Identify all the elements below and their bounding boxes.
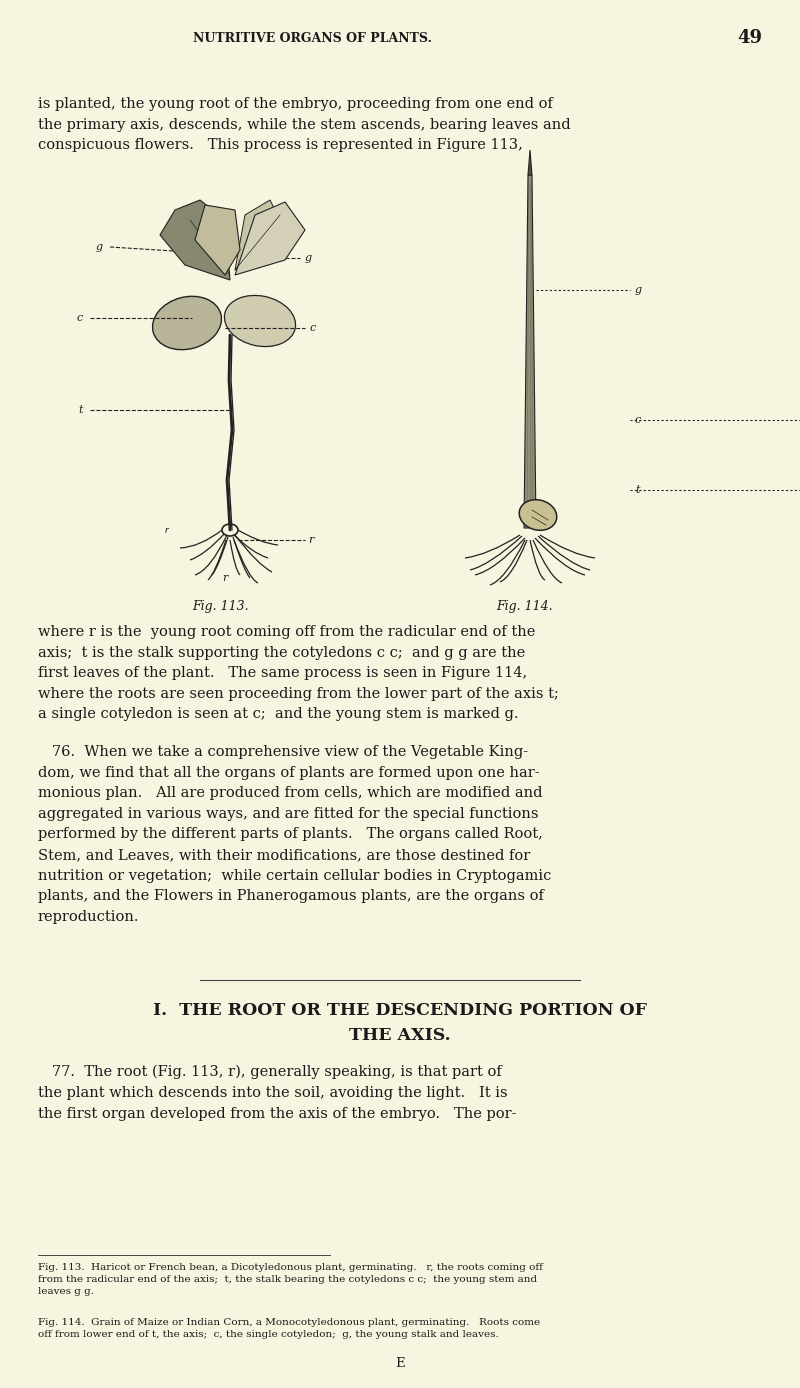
Ellipse shape — [222, 525, 238, 536]
Text: t: t — [635, 484, 639, 496]
Polygon shape — [160, 200, 230, 280]
Text: r: r — [308, 534, 314, 545]
Text: c: c — [635, 415, 642, 425]
Text: 77.  The root (Fig. 113, r), generally speaking, is that part of
the plant which: 77. The root (Fig. 113, r), generally sp… — [38, 1065, 517, 1120]
Text: g: g — [96, 242, 103, 253]
Text: THE AXIS.: THE AXIS. — [349, 1027, 451, 1044]
Text: r: r — [222, 573, 228, 583]
Text: E: E — [395, 1357, 405, 1370]
Ellipse shape — [153, 296, 222, 350]
Text: Fig. 114.: Fig. 114. — [497, 600, 554, 613]
Text: where r is the  young root coming off from the radicular end of the
axis;  t is : where r is the young root coming off fro… — [38, 625, 559, 722]
Polygon shape — [528, 150, 532, 175]
Text: g: g — [305, 253, 312, 262]
Text: Fig. 113.  Haricot or French bean, a Dicotyledonous plant, germinating.   r, the: Fig. 113. Haricot or French bean, a Dico… — [38, 1263, 543, 1296]
Polygon shape — [524, 175, 536, 527]
Text: I.  THE ROOT OR THE DESCENDING PORTION OF: I. THE ROOT OR THE DESCENDING PORTION OF — [153, 1002, 647, 1019]
Text: 76.  When we take a comprehensive view of the Vegetable King-
dom, we find that : 76. When we take a comprehensive view of… — [38, 745, 551, 924]
Polygon shape — [195, 205, 240, 275]
Ellipse shape — [225, 296, 295, 347]
Ellipse shape — [519, 500, 557, 530]
Text: c: c — [77, 314, 83, 323]
Text: $\mathit{r}$: $\mathit{r}$ — [164, 525, 170, 534]
Text: Fig. 113.: Fig. 113. — [192, 600, 248, 613]
Text: t: t — [78, 405, 83, 415]
Text: 49: 49 — [737, 29, 762, 47]
Text: NUTRITIVE ORGANS OF PLANTS.: NUTRITIVE ORGANS OF PLANTS. — [193, 32, 431, 44]
Polygon shape — [235, 200, 280, 271]
Text: c: c — [310, 323, 316, 333]
Polygon shape — [235, 203, 305, 275]
Text: g: g — [635, 285, 642, 296]
Text: Fig. 114.  Grain of Maize or Indian Corn, a Monocotyledonous plant, germinating.: Fig. 114. Grain of Maize or Indian Corn,… — [38, 1319, 540, 1339]
Text: is planted, the young root of the embryo, proceeding from one end of
the primary: is planted, the young root of the embryo… — [38, 97, 570, 153]
